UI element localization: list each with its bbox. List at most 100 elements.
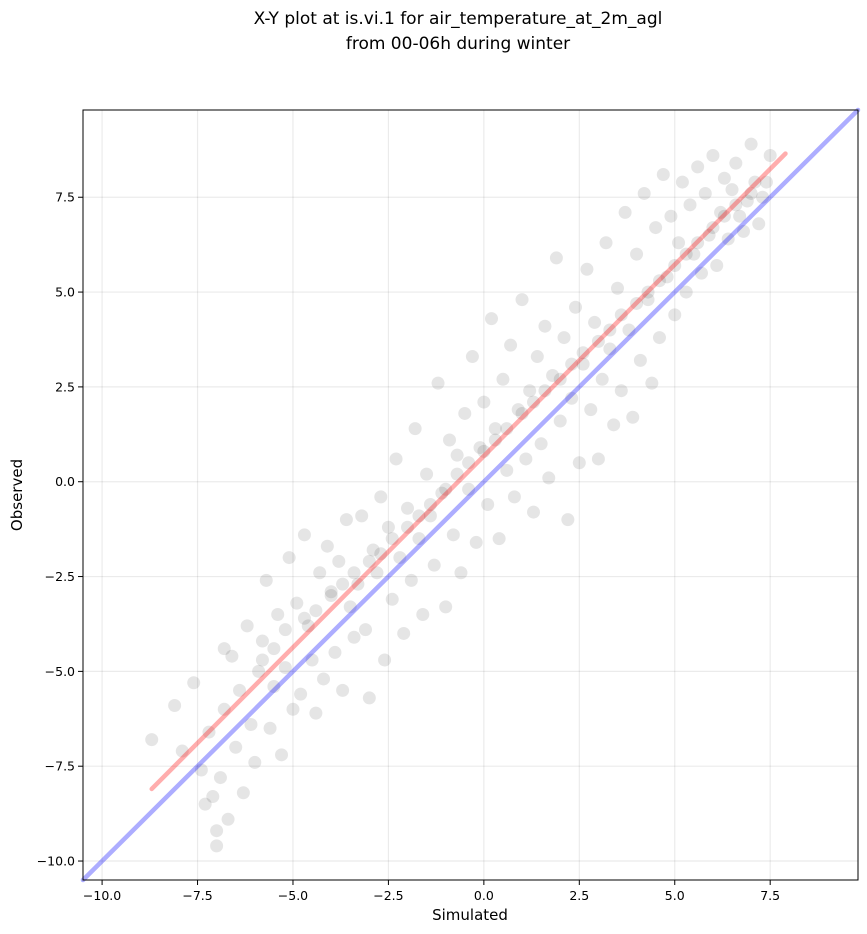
scatter-point [748, 175, 762, 189]
scatter-point [401, 501, 415, 515]
scatter-point [706, 221, 720, 235]
scatter-point [530, 350, 544, 364]
scatter-point [580, 262, 594, 276]
x-tick-label: −10.0 [83, 888, 121, 903]
scatter-point [297, 528, 311, 542]
scatter-point [702, 228, 716, 242]
scatter-point [584, 403, 598, 417]
scatter-point [313, 566, 327, 580]
scatter-point [397, 626, 411, 640]
scatter-point [286, 702, 300, 716]
scatter-point [492, 532, 506, 546]
scatter-point [484, 312, 498, 326]
scatter-point [404, 573, 418, 587]
scatter-point [443, 433, 457, 447]
scatter-point [591, 334, 605, 348]
scatter-point [206, 790, 220, 804]
scatter-point [198, 797, 212, 811]
scatter-point [431, 376, 445, 390]
y-tick-label: −7.5 [45, 759, 75, 774]
scatter-point [427, 558, 441, 572]
scatter-point [637, 186, 651, 200]
scatter-point [423, 497, 437, 511]
scatter-point [290, 596, 304, 610]
scatter-point [412, 532, 426, 546]
scatter-point [385, 592, 399, 606]
scatter-point [221, 812, 235, 826]
scatter-point [145, 733, 159, 747]
scatter-point [317, 672, 331, 686]
scatter-point [328, 645, 342, 659]
y-tick-label: 2.5 [55, 379, 75, 394]
grid [83, 110, 858, 880]
scatter-point [351, 577, 365, 591]
scatter-point [217, 702, 231, 716]
scatter-point [660, 270, 674, 284]
scatter-point [168, 699, 182, 713]
scatter-point [420, 467, 434, 481]
scatter-point [572, 456, 586, 470]
scatter-point [282, 551, 296, 565]
scatter-point [656, 167, 670, 181]
scatter-point [267, 642, 281, 656]
scatter-point [263, 721, 277, 735]
scatter-point [488, 433, 502, 447]
scatter-point [675, 175, 689, 189]
scatter-point [481, 497, 495, 511]
scatter-point [439, 600, 453, 614]
scatter-point [538, 319, 552, 333]
y-axis-label: Observed [8, 459, 26, 531]
scatter-point [309, 706, 323, 720]
scatter-point [477, 395, 491, 409]
scatter-point [568, 300, 582, 314]
scatter-point [668, 308, 682, 322]
scatter-point [446, 528, 460, 542]
scatter-point [565, 391, 579, 405]
scatter-point [389, 452, 403, 466]
scatter-point [504, 338, 518, 352]
scatter-point [565, 357, 579, 371]
scatter-point [496, 372, 510, 386]
scatter-point [217, 642, 231, 656]
scatter-point [603, 323, 617, 337]
scatter-point [465, 350, 479, 364]
scatter-point [229, 740, 243, 754]
scatter-point [576, 346, 590, 360]
scatter-point [714, 205, 728, 219]
scatter-point [462, 456, 476, 470]
scatter-point [362, 691, 376, 705]
scatter-point [641, 293, 655, 307]
scatter-point [542, 471, 556, 485]
scatter-point [194, 763, 208, 777]
scatter-point [408, 422, 422, 436]
x-tick-label: 0.0 [474, 888, 494, 903]
scatter-point [435, 486, 449, 500]
scatter-point [324, 589, 338, 603]
scatter-point [210, 839, 224, 853]
scatter-point [546, 369, 560, 383]
scatter-point [255, 634, 269, 648]
scatter-point [416, 607, 430, 621]
scatter-point [309, 604, 323, 618]
scatter-point [450, 448, 464, 462]
scatter-point [526, 395, 540, 409]
y-tick-label: 0.0 [55, 474, 75, 489]
scatter-point [305, 653, 319, 667]
scatter-point [439, 482, 453, 496]
scatter-point [320, 539, 334, 553]
scatter-point [687, 247, 701, 261]
scatter-point [213, 771, 227, 785]
scatter-point [710, 259, 724, 273]
scatter-point [374, 547, 388, 561]
scatter-point [500, 463, 514, 477]
scatter-point [297, 611, 311, 625]
plot-marks [80, 107, 861, 883]
scatter-point [725, 183, 739, 197]
scatter-point [679, 247, 693, 261]
scatter-point [393, 551, 407, 565]
scatter-point [359, 623, 373, 637]
scatter-point [756, 190, 770, 204]
scatter-point [553, 372, 567, 386]
scatter-point [225, 649, 239, 663]
